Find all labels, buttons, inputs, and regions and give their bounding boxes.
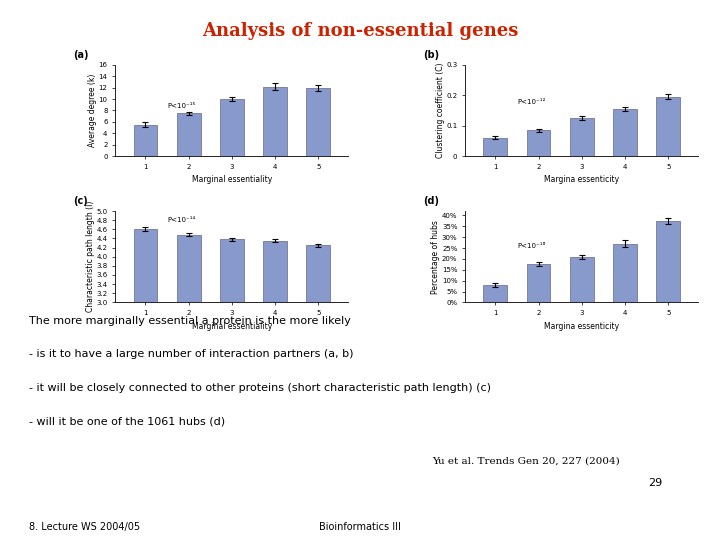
Text: Analysis of non-essential genes: Analysis of non-essential genes — [202, 22, 518, 39]
Text: 8. Lecture WS 2004/05: 8. Lecture WS 2004/05 — [29, 522, 140, 532]
Y-axis label: Characteristic path length (l): Characteristic path length (l) — [86, 201, 95, 313]
Text: Bioinformatics III: Bioinformatics III — [319, 522, 401, 532]
Text: P<10⁻¹⁴: P<10⁻¹⁴ — [167, 218, 195, 224]
Bar — [307, 245, 330, 440]
Y-axis label: Clustering coefficient (C): Clustering coefficient (C) — [436, 63, 445, 158]
Text: Yu et al. Trends Gen 20, 227 (2004): Yu et al. Trends Gen 20, 227 (2004) — [432, 456, 620, 465]
Text: (d): (d) — [423, 197, 439, 206]
Text: (c): (c) — [73, 197, 88, 206]
Text: P<10⁻¹²: P<10⁻¹² — [517, 99, 545, 105]
Bar — [570, 118, 593, 156]
Y-axis label: Percentage of hubs: Percentage of hubs — [431, 220, 441, 294]
Bar — [613, 109, 636, 156]
Bar — [264, 241, 287, 440]
X-axis label: Margina essenticity: Margina essenticity — [544, 176, 619, 184]
X-axis label: Margina essenticity: Margina essenticity — [544, 322, 619, 330]
Text: - it will be closely connected to other proteins (short characteristic path leng: - it will be closely connected to other … — [29, 383, 491, 393]
Bar — [526, 264, 550, 302]
Y-axis label: Average degree (k): Average degree (k) — [88, 74, 97, 147]
Text: - is it to have a large number of interaction partners (a, b): - is it to have a large number of intera… — [29, 349, 354, 360]
Bar — [220, 239, 244, 440]
Bar — [656, 97, 680, 156]
Bar — [613, 244, 636, 302]
Bar — [134, 230, 157, 440]
Text: 29: 29 — [648, 478, 662, 488]
Bar — [134, 125, 157, 156]
Bar — [484, 285, 507, 302]
Bar — [220, 99, 244, 156]
Bar — [526, 130, 550, 156]
Bar — [570, 256, 593, 302]
Bar — [307, 87, 330, 156]
Text: The more marginally essential a protein is the more likely: The more marginally essential a protein … — [29, 316, 351, 326]
Text: P<10⁻¹⁶: P<10⁻¹⁶ — [517, 243, 545, 249]
Bar — [484, 138, 507, 156]
Bar — [177, 113, 201, 156]
Text: - will it be one of the 1061 hubs (d): - will it be one of the 1061 hubs (d) — [29, 416, 225, 427]
Text: P<10⁻¹⁵: P<10⁻¹⁵ — [167, 103, 195, 109]
X-axis label: Marginal essentiality: Marginal essentiality — [192, 176, 272, 184]
Bar — [177, 235, 201, 440]
X-axis label: Marginal essentiality: Marginal essentiality — [192, 322, 272, 330]
Bar — [264, 86, 287, 156]
Text: (a): (a) — [73, 50, 89, 60]
Text: (b): (b) — [423, 50, 439, 60]
Bar — [656, 221, 680, 302]
